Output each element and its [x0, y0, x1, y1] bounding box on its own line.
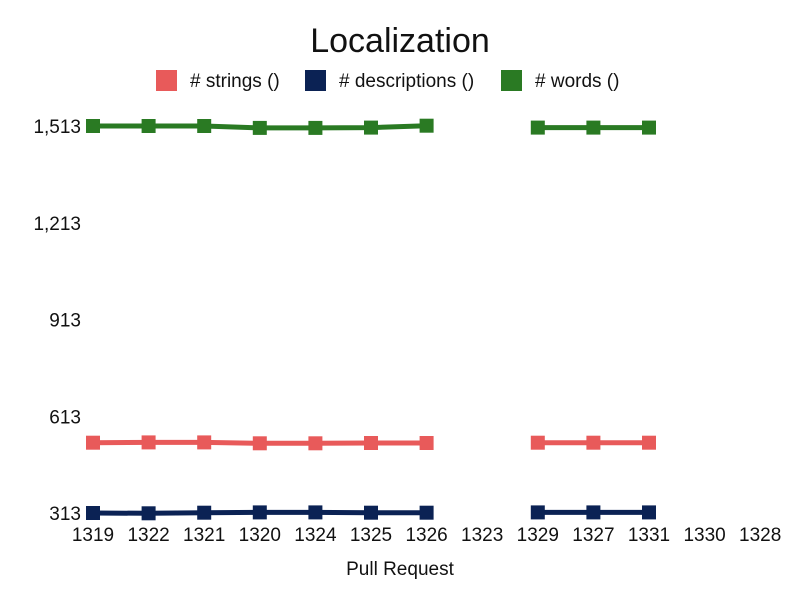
x-tick-label: 1321 [183, 525, 225, 546]
x-tick-label: 1322 [127, 525, 169, 546]
data-point [642, 505, 656, 520]
x-tick-label: 1319 [72, 525, 114, 546]
legend: # strings () # descriptions () # words () [156, 70, 619, 92]
x-tick-label: 1323 [461, 525, 503, 546]
series-line [86, 505, 656, 521]
data-point [308, 436, 323, 451]
data-point [530, 505, 545, 520]
data-point [141, 119, 156, 133]
data-point [586, 435, 601, 450]
legend-swatch [501, 70, 522, 91]
x-tick-label: 1325 [350, 525, 392, 546]
x-axis-ticks: 1319 1322 1321 1320 1324 1325 1326 1323 1329 1327… [72, 525, 781, 546]
legend-label: # strings () [190, 71, 280, 92]
data-point [642, 435, 656, 450]
data-point [197, 505, 212, 520]
series-line [86, 118, 656, 135]
x-tick-label: 1328 [739, 525, 781, 546]
y-tick-label: 613 [49, 407, 81, 428]
x-axis-label: Pull Request [346, 559, 454, 580]
data-point [530, 435, 545, 450]
legend-item: # strings () [156, 70, 280, 92]
x-tick-label: 1326 [405, 525, 447, 546]
x-tick-label: 1327 [572, 525, 614, 546]
data-point [141, 506, 156, 521]
chart-title: Localization [310, 22, 490, 60]
y-axis-ticks: 313 613 913 1,213 1,513 [33, 117, 81, 525]
x-tick-label: 1324 [294, 525, 337, 546]
data-point [586, 505, 601, 520]
legend-label: # words () [535, 71, 619, 92]
legend-item: # descriptions () [305, 70, 474, 92]
y-tick-label: 1,213 [33, 214, 81, 235]
series-line [86, 435, 656, 451]
data-point [642, 120, 656, 135]
data-point [141, 435, 156, 450]
data-point [197, 119, 212, 133]
data-point [419, 118, 434, 133]
y-tick-label: 913 [49, 311, 81, 332]
series-group [86, 118, 656, 521]
data-point [419, 505, 434, 520]
data-point [364, 120, 378, 135]
x-tick-label: 1320 [239, 525, 281, 546]
data-point [252, 436, 267, 451]
data-point [586, 120, 601, 135]
legend-label: # descriptions () [339, 71, 474, 92]
data-point [419, 436, 434, 450]
legend-swatch [156, 70, 177, 91]
data-point [308, 505, 323, 520]
data-point [86, 506, 100, 520]
x-tick-label: 1331 [628, 525, 670, 546]
data-point [364, 436, 378, 450]
data-point [86, 119, 100, 133]
legend-swatch [305, 70, 326, 91]
data-point [197, 435, 212, 450]
x-tick-label: 1330 [683, 525, 725, 546]
y-tick-label: 1,513 [33, 117, 81, 138]
y-tick-label: 313 [49, 504, 81, 525]
legend-item: # words () [501, 70, 619, 92]
data-point [364, 505, 378, 520]
x-tick-label: 1329 [517, 525, 559, 546]
data-point [252, 505, 267, 520]
data-point [530, 120, 545, 135]
data-point [308, 120, 323, 135]
data-point [86, 435, 100, 450]
data-point [252, 120, 267, 135]
